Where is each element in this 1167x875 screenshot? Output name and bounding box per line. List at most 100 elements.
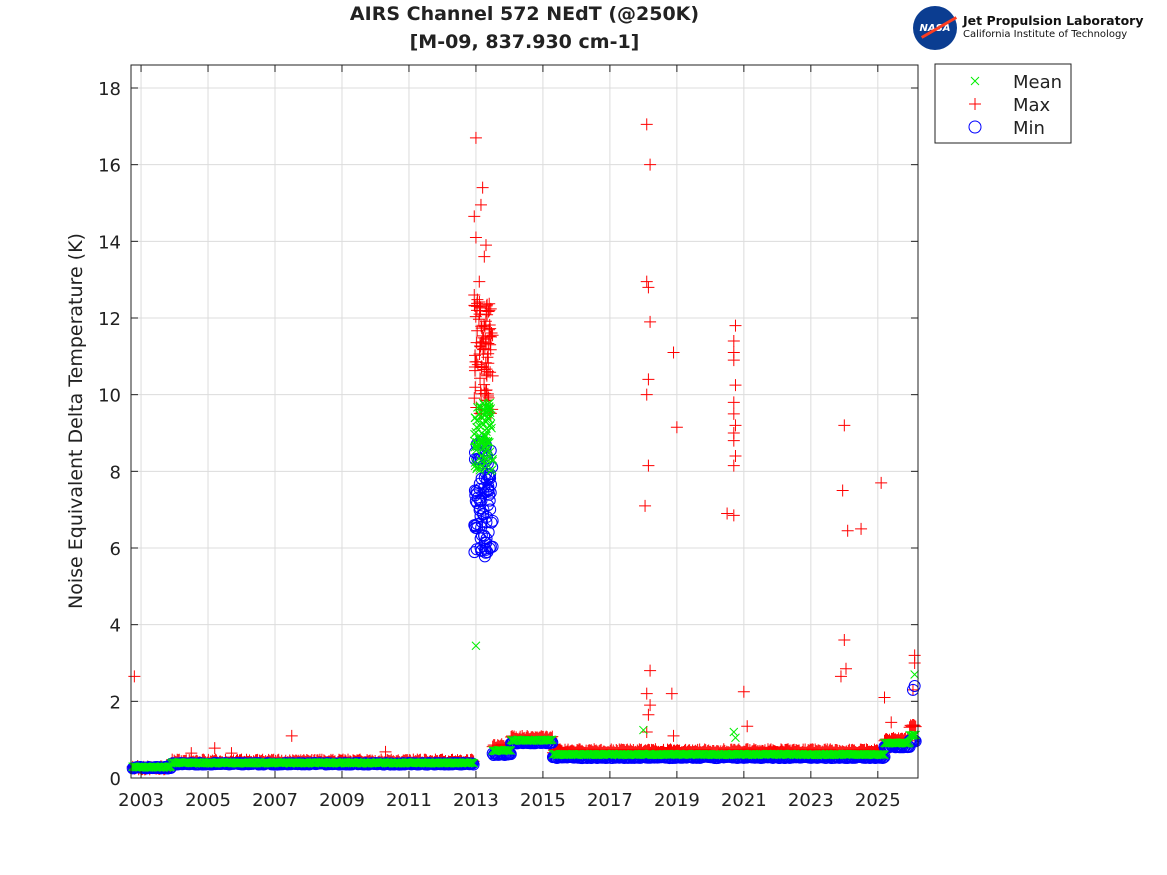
x-tick-label: 2011	[386, 790, 432, 811]
mean-point	[504, 745, 514, 755]
mean-point	[729, 727, 739, 737]
min-point	[468, 546, 481, 559]
mean-point	[546, 735, 556, 745]
max-point	[128, 670, 141, 683]
mean-point	[471, 641, 481, 651]
max-point	[483, 304, 496, 317]
max-point	[208, 742, 221, 755]
y-tick-label: 8	[110, 462, 121, 483]
mean-point	[547, 735, 557, 745]
max-point	[727, 459, 740, 472]
mean-point	[473, 403, 482, 412]
max-point	[475, 322, 488, 335]
max-point	[483, 330, 496, 343]
max-point	[481, 298, 494, 311]
min-point	[468, 520, 481, 533]
max-point	[473, 347, 486, 360]
max-point	[839, 662, 852, 675]
max-point	[727, 335, 740, 347]
max-point	[469, 131, 482, 144]
y-axis-label: Noise Equivalent Delta Temperature (K)	[65, 233, 87, 609]
max-point	[908, 657, 921, 669]
mean-point	[880, 750, 889, 760]
max-point	[469, 231, 482, 244]
max-point	[727, 396, 740, 409]
x-tick-label: 2019	[654, 790, 700, 811]
max-point	[468, 210, 481, 223]
max-point	[644, 315, 657, 328]
mean-point	[473, 432, 483, 442]
legend-min-marker-icon	[968, 120, 982, 134]
max-point	[468, 299, 481, 312]
min-point	[478, 471, 491, 484]
min-point	[482, 482, 495, 495]
mean-point	[487, 465, 497, 474]
x-tick-label: 2017	[587, 790, 633, 811]
max-point	[486, 329, 499, 342]
min-point	[471, 497, 484, 510]
y-tick-label: 4	[110, 616, 121, 637]
min-point	[474, 510, 487, 523]
max-point	[640, 388, 653, 401]
legend-box	[934, 63, 1072, 144]
max-point	[474, 198, 487, 211]
max-point	[475, 335, 488, 348]
x-tick-label: 2003	[118, 790, 164, 811]
max-point	[908, 719, 921, 732]
x-tick-label: 2009	[319, 790, 365, 811]
mean-point	[472, 442, 482, 452]
max-point	[667, 729, 680, 742]
max-point	[468, 364, 481, 377]
mean-point	[485, 405, 495, 415]
max-point	[639, 499, 652, 512]
mean-point	[470, 461, 480, 471]
mean-point	[470, 458, 480, 467]
max-point	[737, 685, 750, 698]
x-tick-label: 2005	[185, 790, 231, 811]
y-tick-label: 12	[98, 309, 121, 330]
mean-point	[470, 413, 480, 423]
jpl-subtitle: California Institute of Technology	[963, 29, 1128, 40]
min-point	[483, 494, 496, 507]
max-point	[727, 509, 740, 522]
min-point	[470, 485, 483, 498]
max-point	[469, 381, 482, 394]
mean-point	[910, 670, 920, 679]
max-point	[642, 459, 655, 472]
mean-point	[486, 419, 496, 429]
x-tick-label: 2025	[855, 790, 901, 811]
max-point	[640, 726, 653, 738]
legend-mean-marker-icon	[970, 76, 980, 86]
max-point	[727, 354, 740, 367]
max-point	[729, 450, 742, 462]
max-point	[727, 434, 740, 447]
max-point	[640, 275, 653, 288]
x-tick-label: 2013	[453, 790, 499, 811]
mean-point	[472, 422, 481, 432]
mean-point	[477, 403, 486, 413]
max-point	[885, 716, 898, 729]
mean-point	[485, 438, 494, 447]
max-point	[476, 181, 489, 194]
mean-point	[483, 399, 493, 409]
min-point	[475, 515, 488, 528]
mean-point	[469, 758, 478, 768]
legend-label-min: Min	[1013, 118, 1045, 139]
jpl-name: Jet Propulsion Laboratory	[963, 13, 1144, 28]
chart-subtitle: [M-09, 837.930 cm-1]	[409, 31, 640, 53]
legend-label-mean: Mean	[1013, 72, 1062, 93]
max-point	[729, 319, 742, 332]
max-point	[727, 407, 740, 420]
mean-point	[506, 746, 516, 756]
max-point	[472, 313, 485, 326]
max-point	[471, 358, 484, 371]
max-point	[481, 387, 494, 400]
y-tick-label: 14	[98, 232, 121, 253]
max-point	[475, 320, 488, 333]
x-tick-label: 2007	[252, 790, 298, 811]
min-point	[473, 504, 486, 517]
legend-label-max: Max	[1013, 95, 1051, 116]
max-point	[878, 691, 891, 704]
mean-point	[502, 746, 512, 755]
